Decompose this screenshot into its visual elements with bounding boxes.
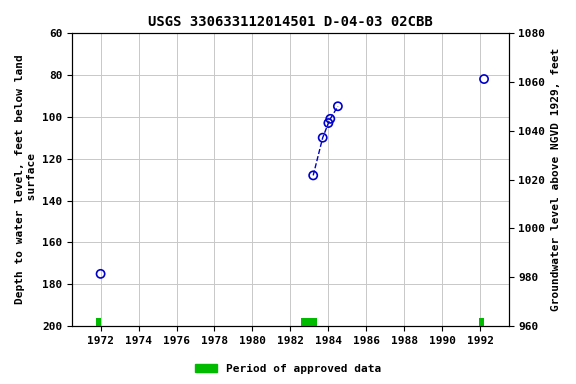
Y-axis label: Depth to water level, feet below land
 surface: Depth to water level, feet below land su… — [15, 55, 37, 305]
Point — [96, 271, 105, 277]
Bar — [479, 318, 484, 326]
Legend: Period of approved data: Period of approved data — [191, 359, 385, 379]
Point — [479, 76, 488, 82]
Y-axis label: Groundwater level above NGVD 1929, feet: Groundwater level above NGVD 1929, feet — [551, 48, 561, 311]
Title: USGS 330633112014501 D-04-03 02CBB: USGS 330633112014501 D-04-03 02CBB — [148, 15, 433, 29]
Point — [334, 103, 343, 109]
Bar — [96, 318, 101, 326]
Point — [318, 135, 327, 141]
Point — [325, 116, 335, 122]
Point — [309, 172, 318, 179]
Point — [324, 120, 333, 126]
Bar — [301, 318, 317, 326]
